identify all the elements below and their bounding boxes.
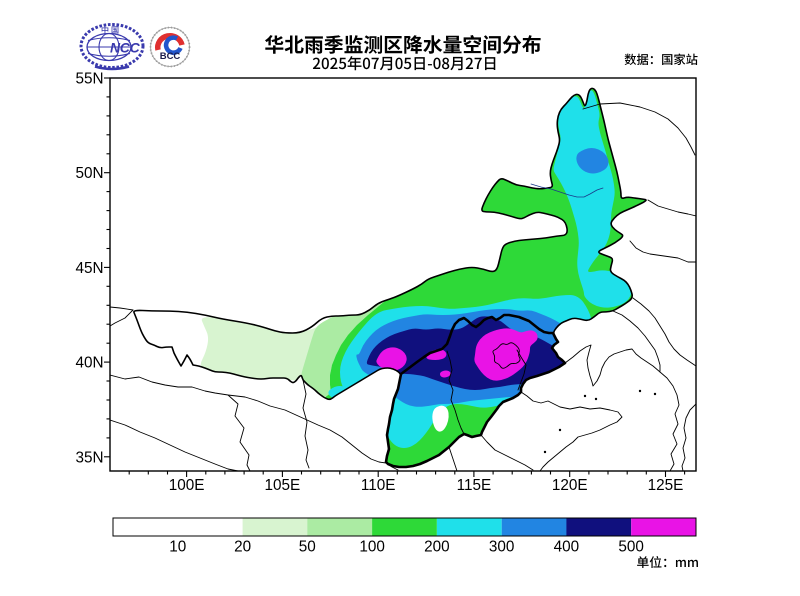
svg-text:500: 500 (618, 539, 644, 556)
svg-text:115E: 115E (457, 477, 492, 494)
svg-text:300: 300 (489, 539, 515, 556)
svg-text:125E: 125E (648, 477, 684, 494)
svg-text:50N: 50N (75, 165, 103, 182)
svg-text:55N: 55N (75, 71, 103, 88)
svg-text:100E: 100E (169, 477, 205, 494)
svg-text:45N: 45N (75, 260, 103, 277)
svg-text:50: 50 (299, 539, 316, 556)
svg-text:NCC: NCC (110, 40, 141, 56)
svg-text:105E: 105E (265, 477, 301, 494)
svg-text:BCC: BCC (160, 51, 181, 62)
svg-text:400: 400 (554, 539, 580, 556)
svg-text:20: 20 (234, 539, 251, 556)
svg-text:10: 10 (169, 539, 186, 556)
svg-text:35N: 35N (75, 449, 103, 466)
svg-text:200: 200 (424, 539, 450, 556)
svg-text:40N: 40N (75, 355, 103, 372)
svg-text:110E: 110E (361, 477, 396, 494)
svg-text:120E: 120E (552, 477, 588, 494)
svg-text:100: 100 (359, 539, 385, 556)
